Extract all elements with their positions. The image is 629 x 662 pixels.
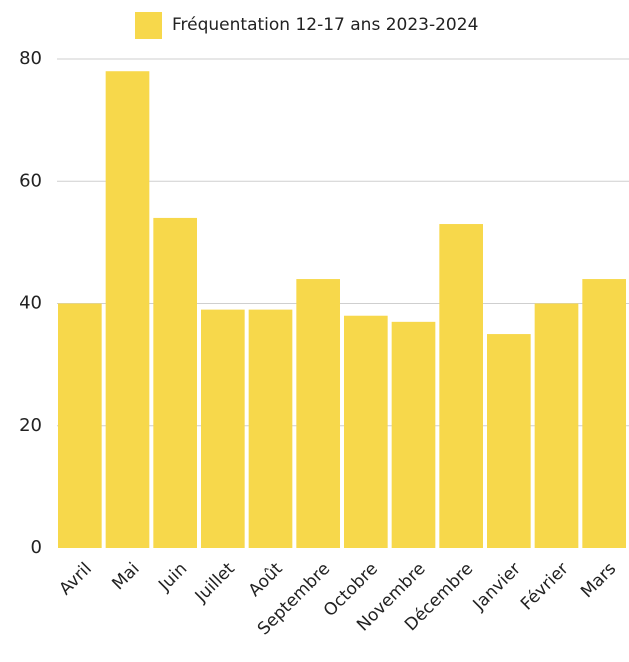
bar	[296, 279, 340, 548]
y-tick-label: 0	[31, 537, 42, 558]
legend-swatch	[135, 12, 162, 39]
x-tick-label: Mars	[577, 559, 620, 602]
y-tick-label: 20	[19, 415, 42, 436]
bar	[248, 309, 293, 548]
bar	[58, 303, 102, 548]
x-tick-label: Mai	[108, 559, 143, 594]
y-tick-label: 40	[19, 293, 42, 314]
bar	[105, 71, 150, 548]
x-tick-label: Juin	[154, 559, 191, 596]
x-tick-label: Février	[517, 559, 573, 615]
y-tick-label: 80	[19, 48, 42, 69]
y-tick-label: 60	[19, 170, 42, 191]
x-tick-label: Août	[245, 559, 287, 601]
bar	[153, 217, 197, 549]
bar	[487, 334, 531, 548]
bar	[439, 224, 483, 548]
x-tick-label: Juillet	[191, 559, 239, 607]
bar	[534, 303, 579, 548]
x-tick-label: Janvier	[469, 559, 525, 615]
bar	[201, 309, 245, 548]
bar	[582, 279, 626, 548]
legend-label: Fréquentation 12-17 ans 2023-2024	[172, 15, 478, 35]
bar	[344, 315, 388, 548]
bar	[391, 321, 436, 548]
x-tick-label: Avril	[55, 559, 95, 599]
